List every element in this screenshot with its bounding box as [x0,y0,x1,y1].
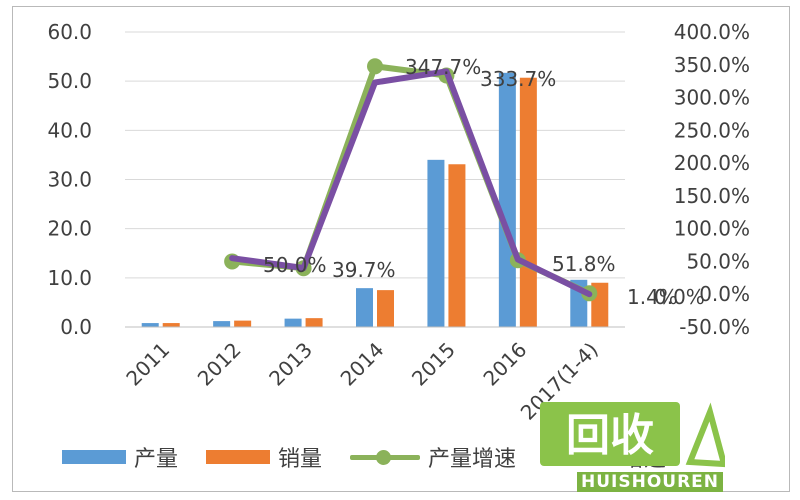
watermark-logo: 回收 HUISHOUREN [540,402,728,496]
right-tick-label: 200.0% [674,151,750,175]
x-tick-label: 2014 [336,338,389,391]
right-tick-label: 100.0% [674,217,750,241]
x-tick-label: 2012 [193,338,246,391]
bar [162,323,180,327]
left-tick-label: 30.0 [47,168,92,192]
data-label: 347.7% [405,55,481,79]
right-axis: -50.0% 0.0% 50.0% 100.0% 150.0% 200.0% 250.0% 3… [674,20,750,339]
right-tick-label: 400.0% [674,20,750,44]
legend-item-production: 产量 [62,441,178,473]
bar [498,72,516,327]
right-tick-label: 350.0% [674,53,750,77]
bar [141,323,159,327]
grid [125,31,625,279]
left-axis: 0.0 10.0 20.0 30.0 40.0 50.0 60.0 [47,20,92,339]
bar [519,77,537,327]
left-tick-label: 20.0 [47,217,92,241]
bar [356,288,373,327]
left-tick-label: 40.0 [47,118,92,142]
left-tick-label: 50.0 [47,69,92,93]
left-tick-label: 0.0 [60,315,92,339]
bar [377,290,394,327]
legend-swatch-sales [206,450,271,464]
series-line [229,68,593,298]
legend-item-sales: 销量 [206,441,322,473]
line-point [367,58,383,75]
legend-item-production-growth: 产量增速 [350,441,516,473]
x-tick-label: 2013 [264,338,317,391]
data-label: 39.7% [332,258,396,282]
right-tick-label: -50.0% [679,315,750,339]
bar [213,321,231,327]
bar [284,318,302,327]
data-label: 0.0% [654,285,705,309]
right-tick-label: 300.0% [674,86,750,110]
lines [224,58,598,302]
right-tick-label: 150.0% [674,184,750,208]
data-labels: 50.0% 39.7% 347.7%333.7% 51.8% 1.4%0.0% [263,55,705,309]
bar [448,164,466,327]
bar [305,318,323,327]
x-tick-label: 2011 [121,338,174,391]
watermark-logo-text: 回收 [566,410,654,461]
legend-swatch-production-growth [350,450,421,465]
legend-label-production: 产量 [134,447,179,472]
left-tick-label: 10.0 [47,266,92,290]
right-tick-label: 0.0% [699,282,750,306]
data-label: 51.8% [552,252,616,276]
bar [234,320,252,327]
legend-label-production-growth: 产量增速 [428,447,517,472]
data-label: 333.7% [480,67,556,91]
legend-swatch-production [62,450,126,464]
data-label: 50.0% [263,253,327,277]
legend-label-sales: 销量 [278,447,323,472]
left-tick-label: 60.0 [47,20,92,44]
chart-frame [12,6,790,492]
x-tick-label: 2016 [478,338,531,391]
bar [427,159,445,327]
right-tick-label: 250.0% [674,118,750,142]
x-tick-label: 2015 [407,338,460,391]
watermark-brand: HUISHOUREN [577,472,724,492]
bars [141,72,609,327]
data-label: 1.4% [627,285,678,309]
right-tick-label: 50.0% [686,249,750,273]
